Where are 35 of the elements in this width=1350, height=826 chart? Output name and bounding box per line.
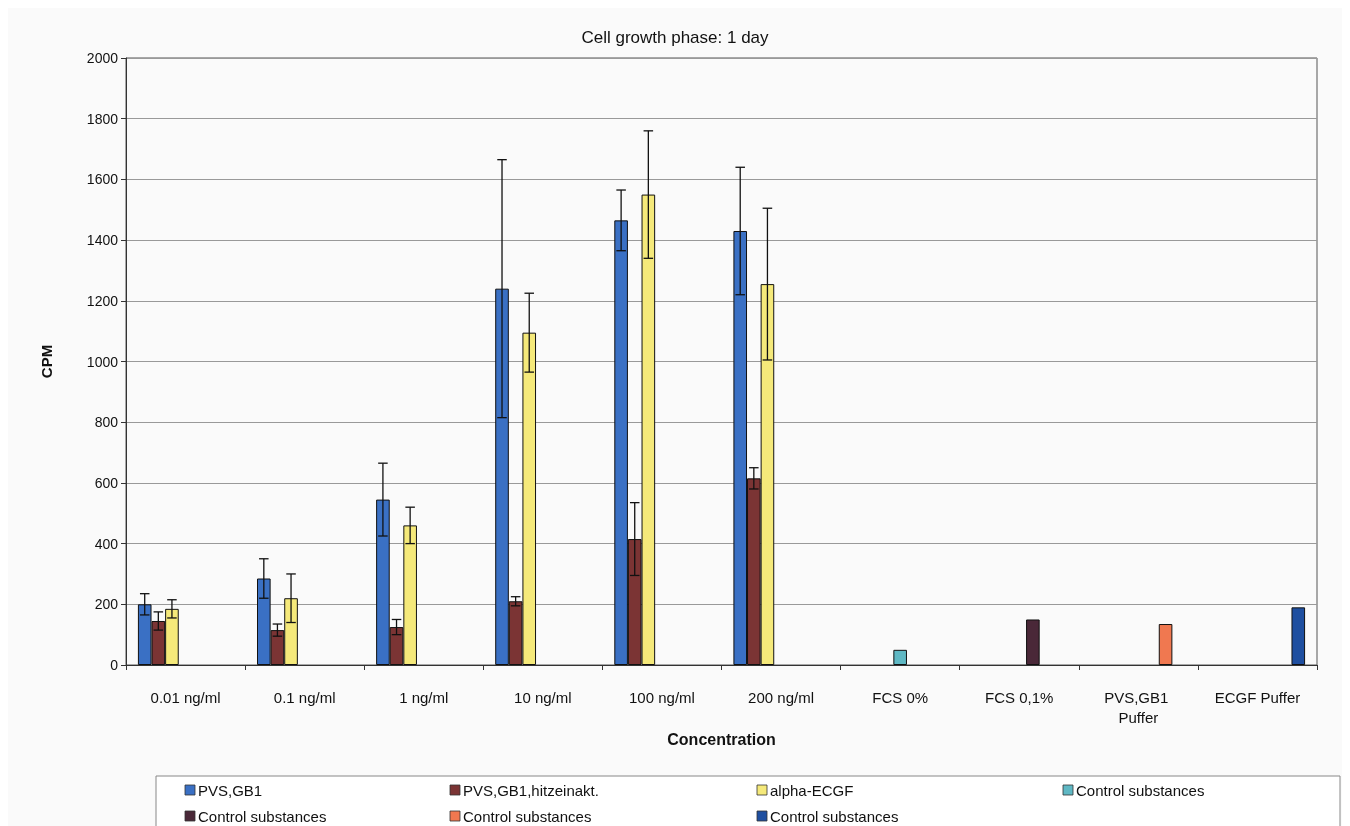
x-tick-label: 0.01 ng/ml (150, 688, 221, 706)
y-tick-label: 1600 (86, 171, 119, 188)
x-tick-label: 100 ng/ml (629, 688, 695, 706)
y-tick-label: 400 (94, 535, 119, 552)
legend-label: Control substances (770, 807, 899, 825)
x-tick-label: 10 ng/ml (514, 688, 572, 706)
y-tick-label: 1400 (86, 232, 119, 249)
bar (893, 649, 907, 665)
bar (1026, 619, 1040, 665)
x-tick-label: 200 ng/ml (748, 688, 814, 706)
y-tick-label: 0 (110, 657, 119, 673)
x-tick-label: FCS 0,1% (985, 688, 1054, 706)
y-tick-label: 1000 (86, 353, 119, 370)
y-tick-label: 1200 (86, 292, 119, 309)
legend-label: Control substances (198, 807, 327, 825)
y-axis-title: CPM (38, 344, 55, 379)
x-axis-title: Concentration (667, 731, 776, 749)
x-tick-label: PVS,GB1 Puffer (1104, 688, 1173, 726)
legend-label: PVS,GB1 (198, 781, 263, 799)
y-tick-label: 800 (94, 414, 119, 431)
chart-title: Cell growth phase: 1 day (581, 28, 770, 47)
y-tick-label: 2000 (86, 50, 119, 66)
x-tick-label: 1 ng/ml (399, 688, 449, 706)
bar (1291, 607, 1306, 665)
y-tick-label: 200 (94, 596, 119, 613)
y-tick-label: 600 (94, 474, 119, 491)
y-tick-label: 1800 (86, 110, 119, 127)
legend-label: alpha-ECGF (770, 781, 854, 799)
x-tick-label: 0.1 ng/ml (273, 688, 336, 706)
legend-label: Control substances (463, 807, 592, 825)
x-tick-label: ECGF Puffer (1214, 688, 1301, 706)
legend-label: Control substances (1076, 781, 1205, 799)
bar (1158, 624, 1173, 665)
legend-label: PVS,GB1,hitzeinakt. (463, 781, 599, 799)
x-tick-label: FCS 0% (872, 688, 929, 706)
